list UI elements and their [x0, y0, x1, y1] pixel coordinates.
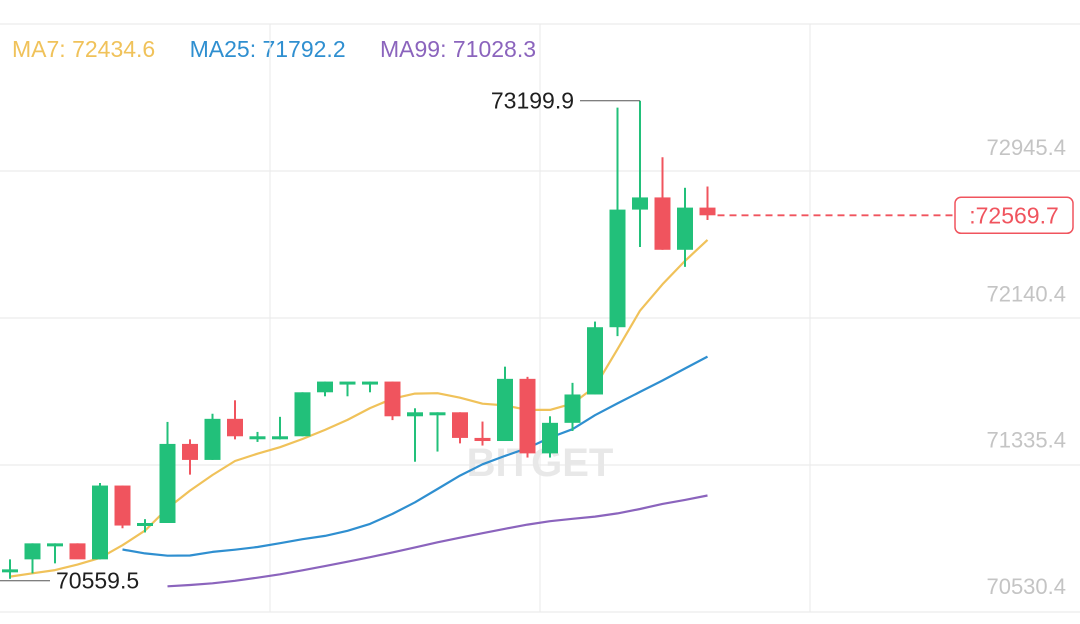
- candle-up: [362, 381, 378, 393]
- y-tick-label: 72945.4: [986, 135, 1066, 160]
- y-tick-label: 72140.4: [986, 281, 1066, 306]
- candle-up: [24, 543, 41, 574]
- candle-down: [69, 543, 86, 560]
- candle-body: [429, 412, 446, 416]
- candle-body: [69, 543, 86, 560]
- candle-down: [474, 421, 491, 446]
- watermark-text: BITGET: [467, 441, 614, 485]
- candle-up: [497, 366, 513, 442]
- candle-up: [272, 416, 288, 440]
- candle-up: [137, 519, 153, 533]
- ma7-line: [9, 239, 709, 578]
- candle-body: [249, 436, 266, 440]
- candle-body: [362, 381, 378, 385]
- candle-up: [294, 392, 311, 437]
- candle-up: [159, 421, 176, 523]
- candle-body: [497, 378, 513, 442]
- candle-body: [137, 522, 153, 526]
- candle-body: [227, 418, 243, 437]
- candle-body: [654, 197, 671, 250]
- candle-body: [294, 392, 311, 437]
- chart-grid: [0, 23, 1080, 613]
- ma99-legend-label: MA99: 71028.3: [380, 36, 537, 62]
- candle-body: [474, 437, 491, 442]
- candle-body: [452, 412, 468, 438]
- candle-body: [204, 418, 221, 460]
- candle-body: [407, 412, 423, 417]
- candle-body: [564, 394, 581, 423]
- candle-body: [632, 197, 648, 210]
- candle-body: [317, 381, 333, 393]
- y-tick-label: 71335.4: [986, 428, 1066, 453]
- candle-down: [227, 400, 243, 440]
- candle-up: [204, 413, 221, 460]
- high-price-label: 73199.9: [491, 88, 574, 114]
- candle-body: [182, 443, 198, 460]
- ma25-line: [122, 355, 709, 557]
- candle-body: [92, 485, 108, 560]
- candle-up: [677, 187, 693, 267]
- ma-legend: MA7: 72434.6 MA25: 71792.2 MA99: 71028.3: [12, 36, 564, 63]
- candle-down: [519, 376, 536, 458]
- candle-up: [317, 381, 333, 397]
- candle-body: [339, 381, 356, 385]
- y-tick-label: 70530.4: [986, 574, 1066, 599]
- ma25-legend-label: MA25: 71792.2: [189, 36, 346, 62]
- y-axis-labels: 72945.4 72140.4 71335.4 70530.4: [986, 135, 1066, 599]
- candle-body: [519, 378, 536, 454]
- candle-body: [384, 381, 401, 417]
- candle-up: [339, 381, 356, 397]
- candle-body: [272, 436, 288, 440]
- candle-down: [654, 157, 671, 250]
- candle-up: [92, 483, 108, 560]
- candle-up: [407, 408, 423, 462]
- moving-average-lines: [9, 239, 709, 588]
- candle-down: [114, 485, 131, 529]
- candle-up: [429, 412, 446, 452]
- low-price-label: 70559.5: [56, 568, 139, 594]
- candle-up: [587, 321, 603, 395]
- candle-up: [249, 431, 266, 442]
- candle-up: [2, 559, 18, 579]
- candle-body: [609, 209, 626, 328]
- candle-down: [452, 412, 468, 444]
- candle-body: [114, 485, 131, 526]
- candle-up: [564, 382, 581, 432]
- ma7-legend-label: MA7: 72434.6: [12, 36, 156, 62]
- candle-body: [677, 207, 693, 250]
- candle-body: [24, 543, 41, 560]
- candle-body: [2, 569, 18, 573]
- candle-body: [542, 422, 558, 454]
- current-price-box: [954, 196, 1074, 235]
- price-annotations: 73199.9 70559.5 :72569.7: [0, 88, 1074, 594]
- candle-up: [542, 416, 558, 458]
- candle-down: [699, 186, 716, 220]
- ma99-line: [167, 494, 708, 588]
- candle-down: [384, 381, 401, 421]
- candle-body: [47, 543, 63, 547]
- candle-down: [182, 439, 198, 475]
- candles: [2, 100, 716, 579]
- candle-up: [47, 543, 63, 564]
- candle-up: [632, 100, 648, 248]
- current-price-label: :72569.7: [969, 202, 1059, 228]
- candle-up: [609, 107, 626, 337]
- candle-body: [587, 327, 603, 395]
- candle-body: [699, 207, 716, 216]
- candle-body: [159, 443, 176, 523]
